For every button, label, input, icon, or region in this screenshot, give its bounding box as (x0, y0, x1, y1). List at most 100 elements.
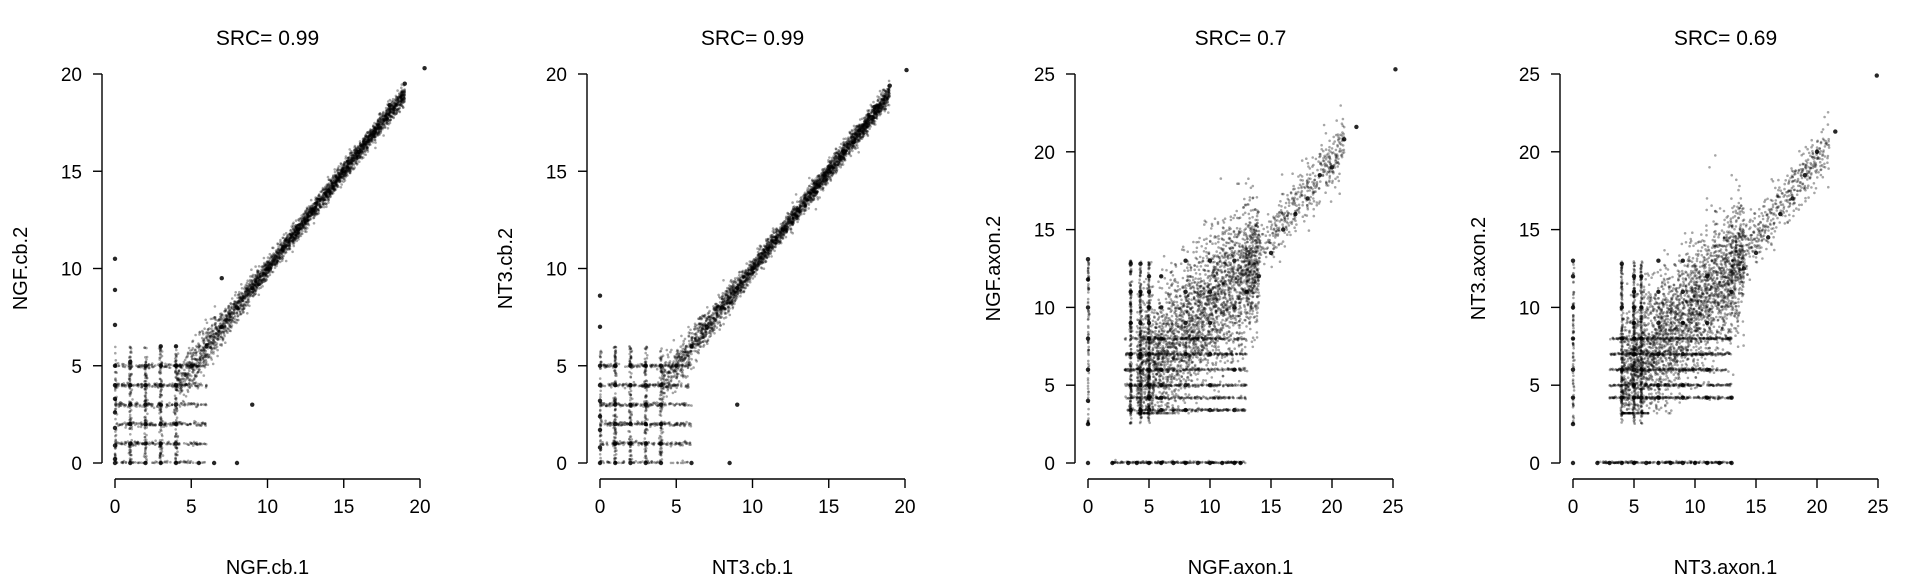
cloud-dot (318, 203, 322, 207)
cloud-dot (258, 275, 262, 278)
data-point (295, 227, 301, 232)
cloud-dot (342, 174, 346, 178)
cloud-dot (378, 113, 382, 116)
data-point (372, 130, 377, 135)
data-point (189, 363, 194, 368)
cloud-dot (338, 173, 342, 177)
cloud-dot (381, 121, 385, 124)
cloud-dot (353, 153, 357, 156)
cloud-dot (201, 364, 204, 368)
cloud-dot (333, 168, 337, 171)
cloud-dot (230, 326, 233, 329)
data-point (112, 456, 118, 462)
x-tick-label: 15 (818, 497, 839, 518)
chart-title: SRC= 0.99 (701, 27, 804, 50)
cloud-dot (128, 427, 132, 430)
cloud-dot (183, 368, 186, 372)
cloud-dot (184, 362, 187, 366)
cloud-dot (131, 398, 134, 401)
cloud-dot (354, 154, 358, 157)
cloud-dot (216, 348, 219, 352)
cloud-dot (137, 384, 140, 387)
cloud-dot (324, 192, 327, 196)
cloud-dot (194, 405, 198, 409)
cloud-dot (175, 446, 179, 450)
cloud-dot (250, 268, 253, 272)
data-point (112, 322, 118, 328)
cloud-dot (224, 341, 227, 345)
cloud-dot (337, 185, 340, 188)
cloud-dot (687, 325, 690, 329)
cloud-dot (349, 159, 353, 162)
cloud-dot (402, 89, 405, 93)
cloud-dot (134, 444, 137, 447)
cloud-dot (161, 454, 165, 457)
cloud-dot (202, 342, 206, 345)
cloud-dot (271, 270, 275, 274)
cloud-dot (198, 368, 201, 371)
cloud-dot (279, 253, 282, 256)
cloud-dot (212, 352, 215, 355)
cloud-dot (134, 461, 137, 464)
cloud-dot (387, 107, 390, 110)
cloud-dot (261, 274, 264, 277)
cloud-dot (374, 146, 377, 150)
cloud-dot (215, 332, 218, 336)
cloud-dot (354, 147, 358, 150)
x-axis-label: NT3.cb.1 (712, 557, 793, 576)
cloud-dot (293, 230, 297, 234)
cloud-dot (114, 351, 117, 355)
cloud-dot (206, 356, 209, 359)
cloud-dot (160, 378, 163, 382)
cloud-dot (120, 442, 123, 446)
cloud-dot (216, 354, 219, 358)
cloud-dot (175, 406, 178, 410)
cloud-dot (291, 232, 294, 235)
cloud-dot (286, 236, 289, 239)
cloud-dot (344, 155, 348, 158)
cloud-dot (393, 102, 396, 105)
cloud-dot (259, 286, 263, 289)
cloud-dot (185, 423, 188, 426)
cloud-dot (135, 403, 139, 406)
cloud-dot (305, 230, 308, 234)
cloud-dot (145, 457, 148, 461)
data-point (158, 344, 163, 349)
cloud-dot (186, 390, 190, 394)
cloud-dot (248, 290, 252, 294)
cloud-dot (186, 351, 190, 355)
cloud-dot (210, 350, 213, 353)
cloud-dot (203, 327, 206, 331)
cloud-dot (210, 341, 214, 344)
cloud-dot (193, 348, 197, 352)
x-tick-label: 5 (671, 497, 682, 518)
cloud-dot (201, 357, 204, 360)
cloud-dot (264, 273, 268, 277)
cloud-dot (393, 101, 396, 105)
cloud-dot (117, 364, 120, 368)
cloud-dot (168, 366, 172, 370)
cloud-dot (281, 241, 284, 245)
cloud-dot (167, 440, 171, 444)
cloud-dot (258, 277, 261, 281)
cloud-dot (774, 245, 777, 249)
cloud-dot (158, 430, 161, 434)
data-point (143, 460, 148, 466)
cloud-dot (397, 101, 401, 104)
cloud-dot (329, 195, 332, 199)
cloud-dot (212, 343, 215, 346)
cloud-dot (219, 332, 223, 336)
cloud-dot (398, 110, 401, 113)
data-point (387, 102, 392, 108)
cloud-dot (367, 138, 371, 142)
cloud-dot (388, 118, 392, 122)
data-point (219, 276, 224, 281)
cloud-dot (385, 110, 389, 113)
cloud-dot (212, 332, 216, 336)
cloud-dot (143, 416, 146, 419)
cloud-dot (260, 268, 263, 272)
x-tick-label: 15 (333, 497, 354, 518)
cloud-dot (305, 217, 309, 220)
cloud-dot (221, 336, 225, 340)
cloud-dot (353, 166, 356, 169)
